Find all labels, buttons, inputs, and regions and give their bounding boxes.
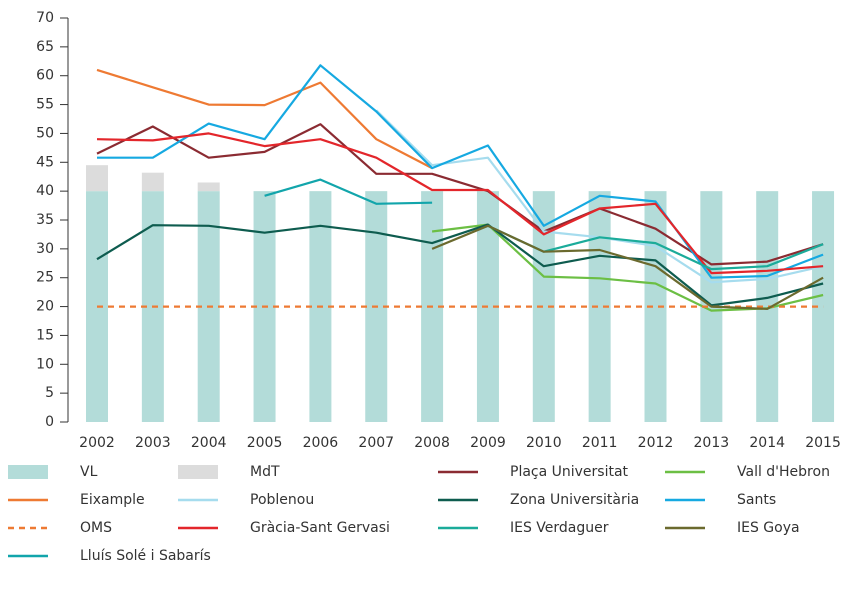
x-tick-label: 2009	[470, 435, 506, 451]
legend-label: Eixample	[80, 492, 145, 508]
y-tick-label: 50	[36, 125, 54, 141]
line	[431, 224, 824, 310]
legend-label: Vall d'Hebron	[737, 464, 830, 480]
y-tick-label: 35	[36, 212, 54, 228]
y-tick-label: 65	[36, 39, 54, 55]
legend-label: VL	[80, 464, 98, 480]
legend-swatch	[8, 465, 48, 479]
bar	[197, 182, 220, 192]
legend-label: Poblenou	[250, 492, 314, 508]
legend-label: Sants	[737, 492, 776, 508]
y-tick-label: 0	[45, 414, 54, 430]
y-tick-label: 45	[36, 154, 54, 170]
x-tick-label: 2007	[358, 435, 394, 451]
y-tick-label: 25	[36, 270, 54, 286]
x-tick-label: 2014	[749, 435, 785, 451]
legend-label: Gràcia-Sant Gervasi	[250, 520, 390, 536]
y-tick-label: 10	[36, 356, 54, 372]
line	[96, 132, 824, 275]
bar	[141, 172, 164, 192]
line	[96, 223, 824, 307]
x-tick-label: 2013	[694, 435, 730, 451]
legend-label: Lluís Solé i Sabarís	[80, 548, 211, 564]
legend-label: IES Verdaguer	[510, 520, 609, 536]
x-tick-label: 2006	[303, 435, 339, 451]
y-tick-label: 30	[36, 241, 54, 257]
legend-label: Plaça Universitat	[510, 464, 629, 480]
y-tick-label: 60	[36, 68, 54, 84]
y-tick-label: 5	[45, 385, 54, 401]
line	[264, 178, 433, 205]
x-tick-label: 2005	[247, 435, 283, 451]
y-tick-label: 15	[36, 327, 54, 343]
legend-swatch	[178, 465, 218, 479]
y-tick-label: 55	[36, 97, 54, 113]
y-tick-label: 20	[36, 299, 54, 315]
bar	[588, 191, 611, 422]
line	[96, 68, 433, 170]
x-tick-label: 2015	[805, 435, 841, 451]
x-tick-label: 2003	[135, 435, 171, 451]
x-tick-label: 2010	[526, 435, 562, 451]
x-tick-label: 2002	[79, 435, 115, 451]
x-tick-label: 2011	[582, 435, 618, 451]
bar	[86, 165, 108, 192]
x-tick-label: 2008	[414, 435, 450, 451]
bar	[756, 191, 779, 422]
legend-label: OMS	[80, 520, 112, 536]
x-tick-label: 2012	[638, 435, 674, 451]
y-tick-label: 40	[36, 183, 54, 199]
line	[96, 123, 824, 266]
y-tick-label: 70	[36, 10, 54, 26]
legend-label: Zona Universitària	[510, 492, 639, 508]
legend-label: MdT	[250, 464, 280, 480]
legend-label: IES Goya	[737, 520, 800, 536]
x-tick-label: 2004	[191, 435, 227, 451]
